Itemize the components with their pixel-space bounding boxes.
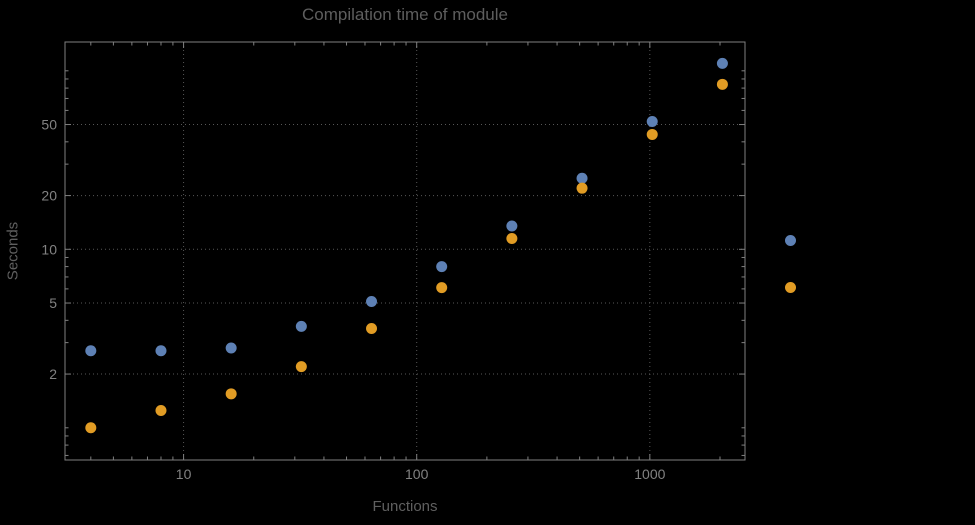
x-tick-label: 100	[405, 466, 429, 482]
data-point-series-1	[576, 172, 588, 184]
data-point-series-2	[576, 182, 588, 194]
data-point-series-2	[155, 404, 167, 416]
data-point-series-1	[225, 342, 237, 354]
data-point-series-1	[506, 220, 518, 232]
tick-labels: 10 100 1000 2 5 10 20 50	[41, 117, 665, 482]
x-tick-label: 1000	[634, 466, 665, 482]
data-point-series-2	[225, 388, 237, 400]
gridlines	[65, 42, 745, 460]
data-point-series-2	[85, 422, 97, 434]
data-point-series-2	[295, 361, 307, 373]
data-points	[85, 57, 728, 434]
y-axis-label: Seconds	[4, 221, 22, 281]
data-point-series-2	[436, 282, 448, 294]
axis-ticks	[65, 42, 745, 460]
y-tick-label: 2	[49, 366, 57, 382]
y-tick-label: 5	[49, 295, 57, 311]
data-point-series-1	[436, 261, 448, 273]
data-point-series-1	[295, 320, 307, 332]
data-point-series-1	[366, 295, 378, 307]
data-point-series-1	[646, 115, 658, 127]
y-tick-label: 10	[41, 241, 57, 257]
y-tick-label: 20	[41, 188, 57, 204]
data-point-series-1	[716, 57, 728, 69]
x-axis-label: Functions	[372, 498, 438, 515]
data-point-series-2	[366, 322, 378, 334]
plot-frame	[64, 41, 746, 461]
chart-title: Compilation time of module	[302, 5, 508, 24]
frame-border	[64, 41, 746, 461]
data-point-series-2	[646, 128, 658, 140]
data-point-series-1	[155, 345, 167, 357]
x-tick-label: 10	[176, 466, 192, 482]
y-tick-label: 50	[41, 117, 57, 133]
data-point-series-2	[506, 232, 518, 244]
data-point-series-2	[716, 78, 728, 90]
data-point-series-1	[85, 345, 97, 357]
legend-marker-series-2	[785, 282, 796, 293]
legend-marker-series-1	[785, 235, 796, 246]
